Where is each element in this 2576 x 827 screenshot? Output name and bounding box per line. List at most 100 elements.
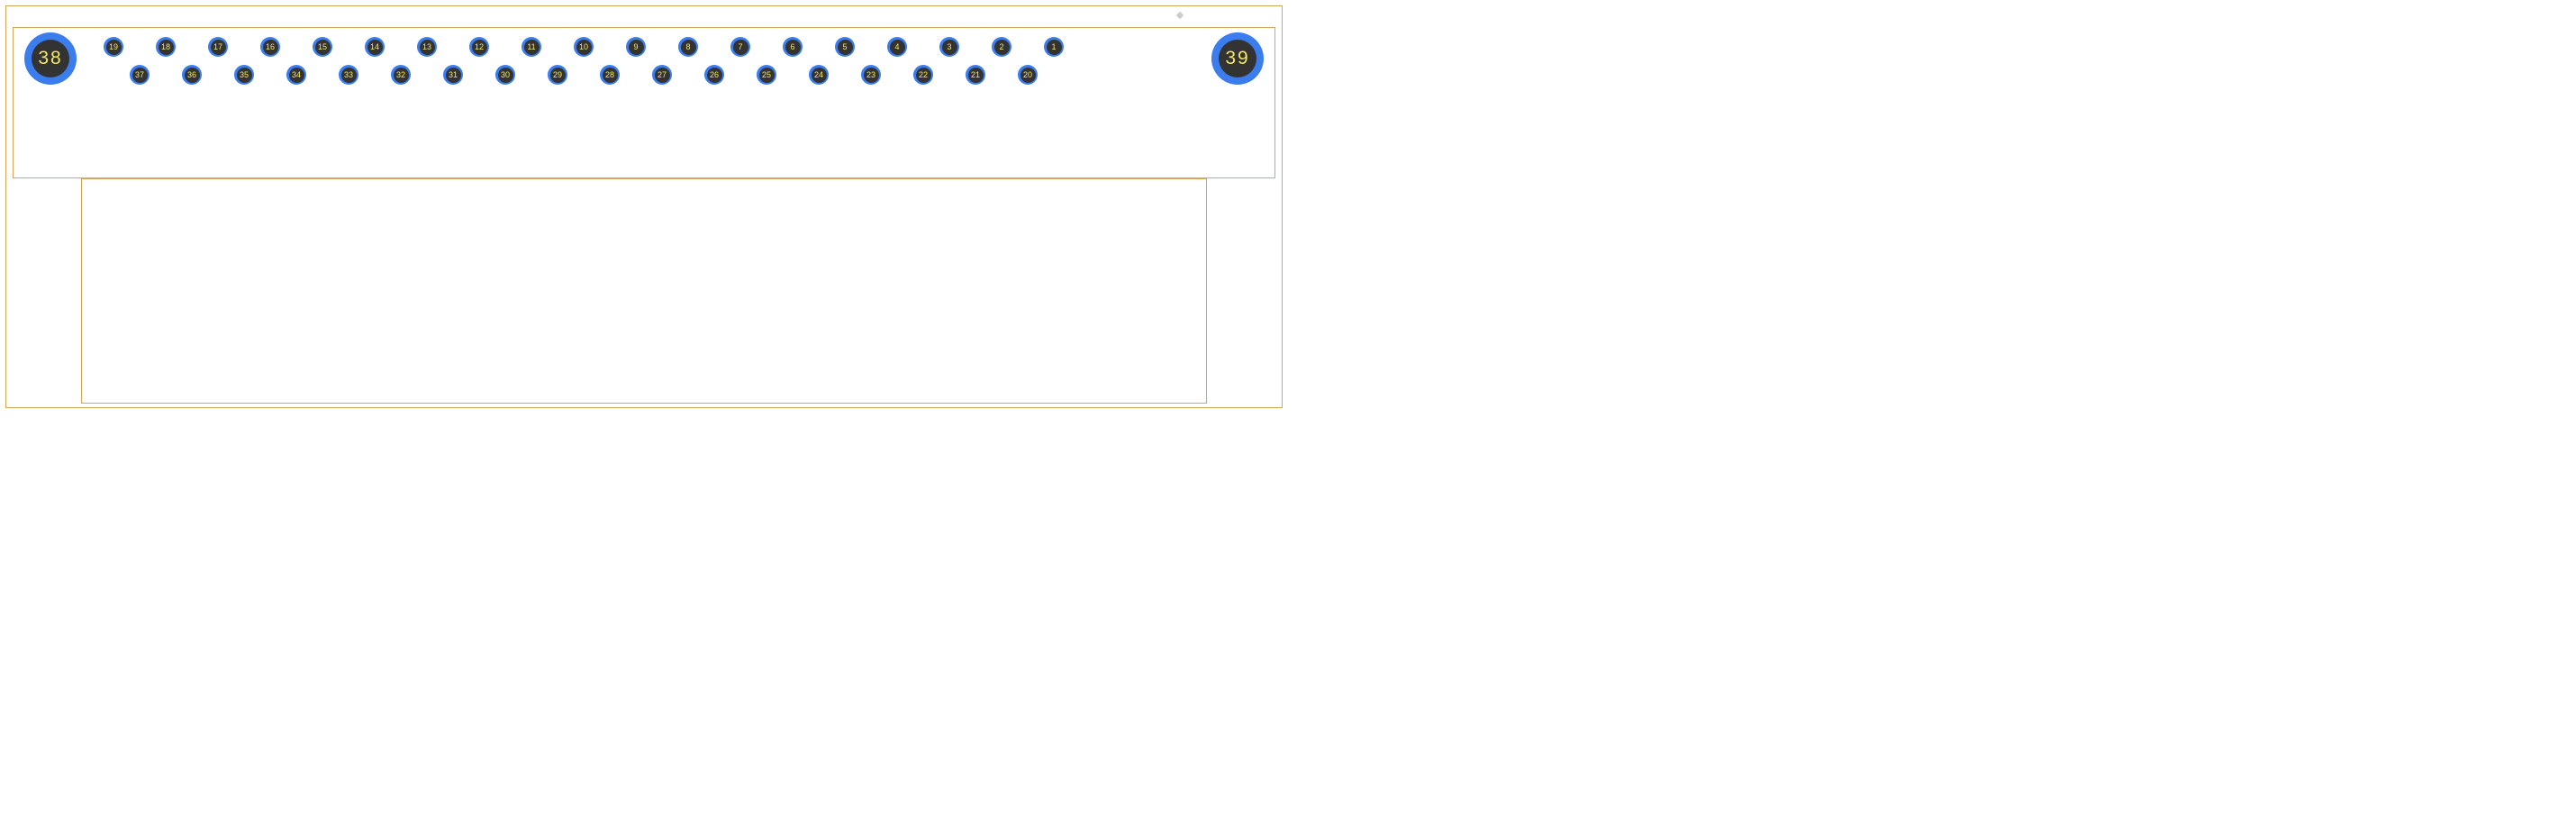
pin-21-label: 21 bbox=[971, 70, 980, 79]
pin-3-label: 3 bbox=[947, 42, 951, 51]
pin-1-hole: 1 bbox=[1047, 40, 1062, 55]
pin-15-label: 15 bbox=[318, 42, 327, 51]
pin-10-hole: 10 bbox=[576, 40, 592, 55]
pin-4-label: 4 bbox=[894, 42, 899, 51]
pin-13: 13 bbox=[417, 37, 437, 57]
pin-9: 9 bbox=[626, 37, 646, 57]
pin-30-hole: 30 bbox=[498, 68, 513, 83]
pin-22: 22 bbox=[913, 65, 933, 85]
pin-26-hole: 26 bbox=[707, 68, 722, 83]
mounting-pad-38-hole: 38 bbox=[32, 40, 69, 77]
pin-33: 33 bbox=[339, 65, 358, 85]
pin-16-label: 16 bbox=[266, 42, 275, 51]
pin-16-hole: 16 bbox=[263, 40, 278, 55]
pin-24-hole: 24 bbox=[812, 68, 827, 83]
pin-35: 35 bbox=[234, 65, 254, 85]
pin-36-hole: 36 bbox=[185, 68, 200, 83]
pin-14-label: 14 bbox=[370, 42, 379, 51]
pin-34: 34 bbox=[286, 65, 306, 85]
mounting-pad-39: 39 bbox=[1211, 32, 1264, 85]
pin-31-hole: 31 bbox=[446, 68, 461, 83]
pin-25-label: 25 bbox=[762, 70, 771, 79]
pin-19: 19 bbox=[104, 37, 123, 57]
pin-7-hole: 7 bbox=[733, 40, 748, 55]
pin-33-label: 33 bbox=[344, 70, 353, 79]
pin-21-hole: 21 bbox=[968, 68, 984, 83]
pin-26: 26 bbox=[704, 65, 724, 85]
pin-13-label: 13 bbox=[422, 42, 431, 51]
pin-8-hole: 8 bbox=[681, 40, 696, 55]
pin-29-hole: 29 bbox=[550, 68, 566, 83]
pin-37-hole: 37 bbox=[132, 68, 148, 83]
pin-11-label: 11 bbox=[527, 42, 535, 51]
pin-22-hole: 22 bbox=[916, 68, 931, 83]
pin-29: 29 bbox=[548, 65, 567, 85]
pin-2-hole: 2 bbox=[994, 40, 1010, 55]
pin-31: 31 bbox=[443, 65, 463, 85]
pin-37: 37 bbox=[130, 65, 150, 85]
pin-27-hole: 27 bbox=[655, 68, 670, 83]
pin-10: 10 bbox=[574, 37, 594, 57]
pin-16: 16 bbox=[260, 37, 280, 57]
pin-20-hole: 20 bbox=[1020, 68, 1036, 83]
pin-5: 5 bbox=[835, 37, 855, 57]
pin-5-hole: 5 bbox=[838, 40, 853, 55]
pin-31-label: 31 bbox=[449, 70, 458, 79]
pin-25-hole: 25 bbox=[759, 68, 775, 83]
pin-10-label: 10 bbox=[579, 42, 588, 51]
pin-23-label: 23 bbox=[866, 70, 875, 79]
pin-24: 24 bbox=[809, 65, 829, 85]
pin-7-label: 7 bbox=[738, 42, 742, 51]
pin-36: 36 bbox=[182, 65, 202, 85]
pin-18-hole: 18 bbox=[159, 40, 174, 55]
pin-30: 30 bbox=[495, 65, 515, 85]
pin-17-hole: 17 bbox=[211, 40, 226, 55]
pin-2-label: 2 bbox=[999, 42, 1003, 51]
pin-28-label: 28 bbox=[605, 70, 614, 79]
pin-11: 11 bbox=[522, 37, 541, 57]
pin-4: 4 bbox=[887, 37, 907, 57]
pin-34-label: 34 bbox=[292, 70, 301, 79]
pin-28-hole: 28 bbox=[603, 68, 618, 83]
pin-1-label: 1 bbox=[1051, 42, 1056, 51]
pin-5-label: 5 bbox=[842, 42, 847, 51]
pin-28: 28 bbox=[600, 65, 620, 85]
pin-18-label: 18 bbox=[161, 42, 170, 51]
pin-15-hole: 15 bbox=[315, 40, 331, 55]
pin-36-label: 36 bbox=[187, 70, 196, 79]
pin-12-hole: 12 bbox=[472, 40, 487, 55]
pin-1: 1 bbox=[1044, 37, 1064, 57]
pin-14-hole: 14 bbox=[367, 40, 383, 55]
pin-35-label: 35 bbox=[240, 70, 249, 79]
pin-7: 7 bbox=[730, 37, 750, 57]
pin-9-hole: 9 bbox=[629, 40, 644, 55]
pin-19-hole: 19 bbox=[106, 40, 122, 55]
pin-6-hole: 6 bbox=[785, 40, 801, 55]
pin-26-label: 26 bbox=[710, 70, 719, 79]
pin-3-hole: 3 bbox=[942, 40, 957, 55]
pin-32-hole: 32 bbox=[394, 68, 409, 83]
pin-8-label: 8 bbox=[685, 42, 690, 51]
pin-34-hole: 34 bbox=[289, 68, 304, 83]
mounting-pad-38: 38 bbox=[24, 32, 77, 85]
mounting-pad-39-hole: 39 bbox=[1219, 40, 1256, 77]
footprint-canvas: 3839123456789101112131415161718192021222… bbox=[0, 0, 1288, 414]
pin-29-label: 29 bbox=[553, 70, 562, 79]
pin-35-hole: 35 bbox=[237, 68, 252, 83]
pin-6-label: 6 bbox=[790, 42, 794, 51]
pin-9-label: 9 bbox=[633, 42, 638, 51]
pin-3: 3 bbox=[939, 37, 959, 57]
pin-2: 2 bbox=[992, 37, 1011, 57]
pin-13-hole: 13 bbox=[420, 40, 435, 55]
pin-30-label: 30 bbox=[501, 70, 510, 79]
pin-23-hole: 23 bbox=[864, 68, 879, 83]
pin-23: 23 bbox=[861, 65, 881, 85]
pin-24-label: 24 bbox=[814, 70, 823, 79]
pin-20: 20 bbox=[1018, 65, 1038, 85]
pin-14: 14 bbox=[365, 37, 385, 57]
pin-32: 32 bbox=[391, 65, 411, 85]
connector-tail-outline bbox=[81, 178, 1207, 404]
pin-12: 12 bbox=[469, 37, 489, 57]
pin-25: 25 bbox=[757, 65, 776, 85]
pin-20-label: 20 bbox=[1023, 70, 1032, 79]
